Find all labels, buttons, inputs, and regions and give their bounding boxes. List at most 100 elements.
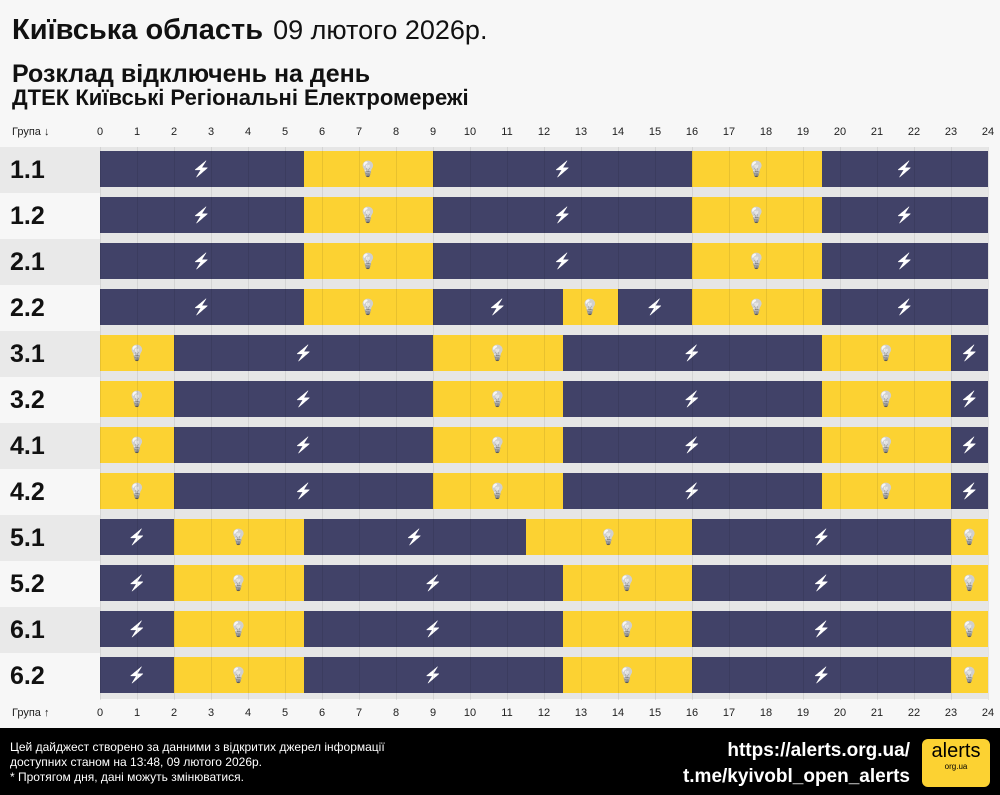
company: ДТЕК Київські Регіональні Електромережі — [12, 85, 469, 110]
hour-axis-bottom: Група ↑ 0 1 2 3 4 5 6 7 8 9 10 11 12 13 14 15 16 17 18 19 20 2… — [0, 703, 1000, 725]
logo-sub: org.ua — [944, 762, 968, 771]
hour-tick: 11 — [501, 126, 513, 138]
hour-tick: 9 — [429, 707, 437, 719]
light-bulb-icon: 💡 — [488, 483, 508, 500]
power-off-icon: ⚡ — [423, 575, 443, 592]
power-off-segment: ⚡ — [303, 519, 526, 555]
power-off-icon: ⚡ — [682, 391, 702, 408]
power-on-segment: 💡 — [303, 289, 433, 325]
power-off-icon: ⚡ — [960, 483, 979, 500]
hour-gridline — [285, 147, 286, 700]
group-row: 6.1 ⚡ 💡 ⚡ 💡 ⚡ 💡 — [0, 607, 1000, 653]
power-off-segment: ⚡ — [100, 197, 304, 233]
hour-tick: 7 — [355, 707, 363, 719]
power-off-icon: ⚡ — [682, 345, 702, 362]
group-row: 5.2 ⚡ 💡 ⚡ 💡 ⚡ 💡 — [0, 561, 1000, 607]
telegram-link[interactable]: t.me/kyivobl_open_alerts — [682, 766, 910, 787]
power-off-segment: ⚡ — [433, 151, 692, 187]
power-off-segment: ⚡ — [433, 289, 563, 325]
hour-tick: 8 — [392, 126, 400, 138]
alerts-logo: alerts org.ua — [922, 739, 990, 787]
footer: Цей дайджест створено за данними з відкр… — [0, 728, 1000, 795]
power-off-icon: ⚡ — [294, 483, 313, 500]
hour-gridline — [100, 147, 101, 700]
group-row: 2.2 ⚡ 💡 ⚡ 💡 ⚡ 💡 ⚡ — [0, 285, 1000, 331]
hour-tick: 14 — [611, 707, 625, 719]
hour-tick: 14 — [611, 126, 625, 138]
light-bulb-icon: 💡 — [617, 621, 637, 638]
power-off-icon: ⚡ — [960, 391, 979, 408]
power-off-segment: ⚡ — [951, 473, 988, 509]
group-track: ⚡ 💡 ⚡ 💡 ⚡ 💡 — [100, 607, 988, 653]
light-bulb-icon: 💡 — [580, 299, 600, 316]
group-label: 4.1 — [0, 423, 100, 469]
logo-text: alerts — [931, 740, 981, 762]
power-on-segment: 💡 — [562, 289, 618, 325]
power-off-segment: ⚡ — [821, 289, 988, 325]
power-off-icon: ⚡ — [812, 529, 831, 546]
hour-tick: 0 — [96, 707, 104, 719]
power-off-segment: ⚡ — [821, 243, 988, 279]
group-track: 💡 ⚡ 💡 ⚡ 💡 ⚡ — [100, 331, 988, 377]
hour-tick: 15 — [648, 707, 662, 719]
hour-tick: 6 — [318, 707, 326, 719]
light-bulb-icon: 💡 — [229, 575, 249, 592]
power-off-segment: ⚡ — [174, 427, 433, 463]
power-on-segment: 💡 — [174, 611, 304, 647]
power-off-segment: ⚡ — [100, 289, 304, 325]
group-track: ⚡ 💡 ⚡ 💡 ⚡ 💡 — [100, 561, 988, 607]
hour-axis-top: Група ↓ 0 1 2 3 4 5 6 7 8 9 10 11 12 13 14 15 16 17 18 19 20 2… — [0, 122, 1000, 144]
power-off-segment: ⚡ — [433, 197, 692, 233]
group-row: 6.2 ⚡ 💡 ⚡ 💡 ⚡ 💡 — [0, 653, 1000, 699]
hour-tick: 24 — [981, 126, 995, 138]
power-off-icon: ⚡ — [895, 161, 915, 178]
power-off-segment: ⚡ — [951, 381, 988, 417]
hour-tick: 18 — [759, 707, 773, 719]
light-bulb-icon: 💡 — [358, 207, 378, 224]
power-off-icon: ⚡ — [553, 161, 572, 178]
hour-tick: 5 — [281, 126, 289, 138]
power-off-icon: ⚡ — [405, 529, 424, 546]
hour-tick: 7 — [355, 126, 363, 138]
group-row: 3.2 💡 ⚡ 💡 ⚡ 💡 ⚡ — [0, 377, 1000, 423]
site-link[interactable]: https://alerts.org.ua/ — [727, 740, 910, 761]
power-off-segment: ⚡ — [692, 611, 951, 647]
group-label: 5.1 — [0, 515, 100, 561]
power-off-icon: ⚡ — [812, 667, 831, 684]
power-on-segment: 💡 — [174, 657, 304, 693]
hour-gridline — [914, 147, 915, 700]
power-off-segment: ⚡ — [821, 197, 988, 233]
group-label: 4.2 — [0, 469, 100, 515]
light-bulb-icon: 💡 — [747, 253, 767, 270]
footer-links: https://alerts.org.ua/ t.me/kyivobl_open… — [683, 738, 910, 790]
power-off-segment: ⚡ — [951, 427, 988, 463]
power-on-segment: 💡 — [821, 473, 951, 509]
hour-gridline — [803, 147, 804, 700]
group-track: ⚡ 💡 ⚡ 💡 ⚡ 💡 — [100, 515, 988, 561]
hour-tick: 12 — [537, 707, 551, 719]
hour-tick: 20 — [833, 707, 847, 719]
hour-tick: 24 — [981, 707, 995, 719]
power-on-segment: 💡 — [433, 473, 563, 509]
hour-gridline — [248, 147, 249, 700]
power-on-segment: 💡 — [433, 381, 563, 417]
hour-gridline — [729, 147, 730, 700]
hour-tick: 19 — [796, 126, 810, 138]
power-off-icon: ⚡ — [553, 207, 572, 224]
hour-gridline — [544, 147, 545, 700]
footer-line-2: доступних станом на 13:48, 09 лютого 202… — [10, 755, 262, 769]
light-bulb-icon: 💡 — [127, 483, 147, 500]
hour-gridline — [322, 147, 323, 700]
hour-tick: 22 — [907, 707, 921, 719]
power-off-segment: ⚡ — [100, 519, 174, 555]
hour-gridline — [396, 147, 397, 700]
footer-note: Цей дайджест створено за данними з відкр… — [10, 740, 385, 785]
hour-gridline — [840, 147, 841, 700]
power-off-segment: ⚡ — [303, 565, 563, 601]
power-off-segment: ⚡ — [562, 473, 822, 509]
hour-gridline — [877, 147, 878, 700]
light-bulb-icon: 💡 — [229, 621, 249, 638]
power-on-segment: 💡 — [951, 611, 988, 647]
power-off-icon: ⚡ — [960, 437, 979, 454]
group-label: 3.2 — [0, 377, 100, 423]
